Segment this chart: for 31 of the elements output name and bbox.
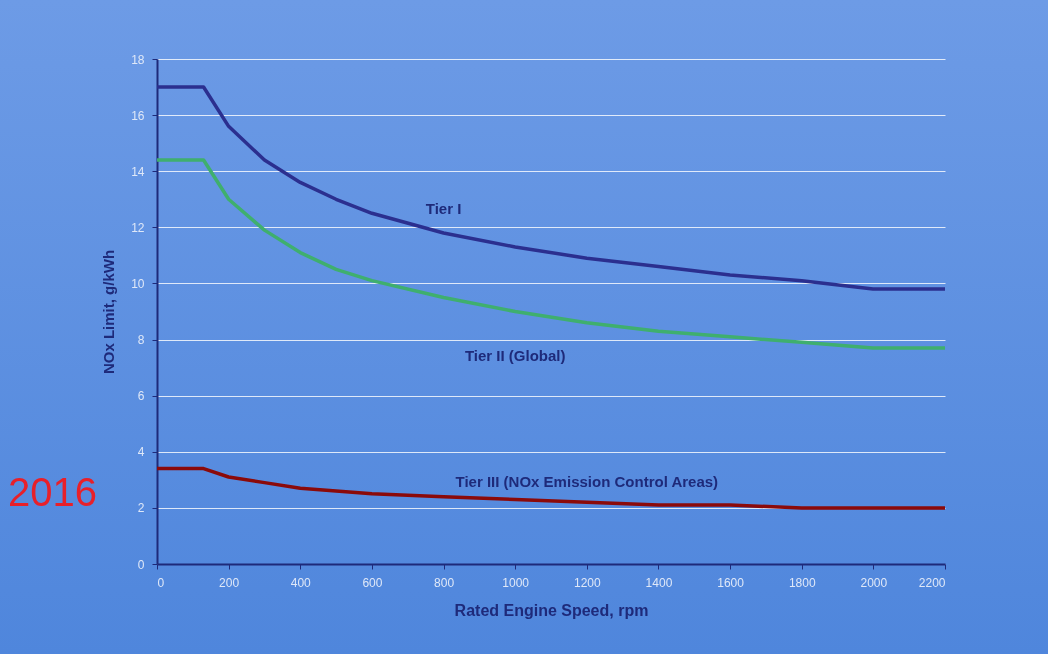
y-tick-label: 8	[137, 333, 145, 348]
x-tick-label: 600	[362, 575, 383, 590]
x-tick-label: 2200	[918, 575, 946, 590]
line-series	[155, 85, 947, 291]
y-tick-label: 16	[131, 108, 145, 123]
x-axis-title: Rated Engine Speed, rpm	[454, 601, 649, 619]
x-tick-label: 1200	[573, 575, 601, 590]
x-tick-label: 1600	[717, 575, 745, 590]
x-tick-label: 200	[219, 575, 240, 590]
y-tick-label: 4	[137, 445, 145, 460]
series-label: Tier III (NOx Emission Control Areas)	[455, 473, 719, 491]
x-tick-label: 1400	[645, 575, 673, 590]
y-tick-label: 18	[131, 52, 145, 67]
y-tick-label: 10	[131, 276, 145, 291]
y-tick-label: 6	[137, 389, 145, 404]
x-tick-label: 1000	[502, 575, 530, 590]
line-series	[155, 158, 947, 350]
x-tick-label: 0	[157, 575, 165, 590]
y-axis-title: NOx Limit, g/kWh	[100, 249, 118, 375]
line-series	[155, 466, 947, 510]
x-tick-label: 800	[434, 575, 455, 590]
y-tick-label: 14	[131, 164, 145, 179]
series-label: Tier II (Global)	[464, 346, 566, 364]
y-tick-label: 2	[137, 501, 145, 516]
x-tick-label: 1800	[788, 575, 816, 590]
x-tick-label: 2000	[860, 575, 888, 590]
y-tick-label: 0	[137, 557, 145, 572]
text: 2016	[8, 470, 97, 515]
y-tick-label: 12	[131, 220, 145, 235]
x-tick-label: 400	[290, 575, 312, 590]
series-label: Tier I	[425, 199, 462, 217]
